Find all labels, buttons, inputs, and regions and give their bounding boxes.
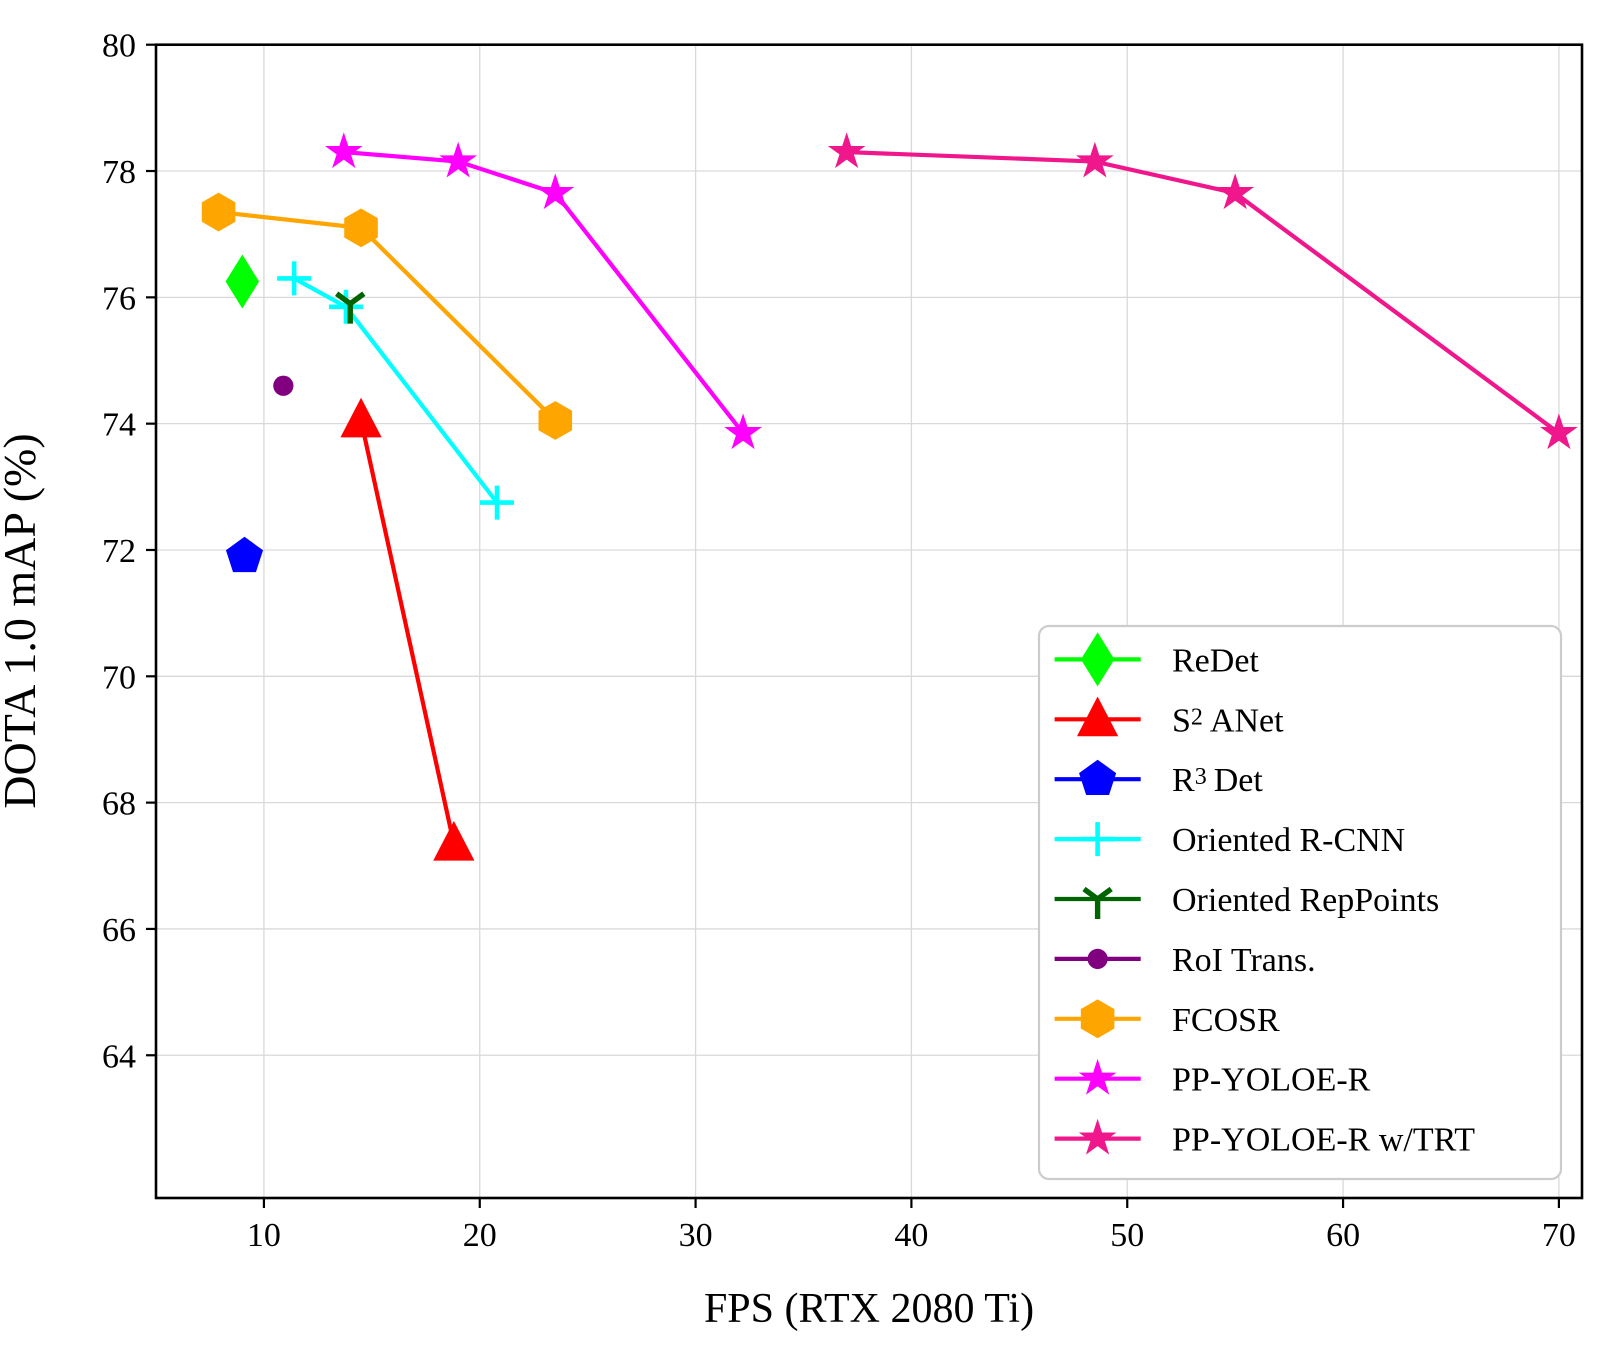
svg-text:FCOSR: FCOSR: [1172, 1002, 1280, 1039]
svg-text:10: 10: [247, 1217, 281, 1254]
svg-text:74: 74: [102, 407, 136, 444]
svg-text:72: 72: [102, 533, 136, 570]
svg-text:PP-YOLOE-R w/TRT: PP-YOLOE-R w/TRT: [1172, 1122, 1475, 1159]
svg-text:64: 64: [102, 1038, 136, 1075]
svg-text:50: 50: [1110, 1217, 1144, 1254]
svg-text:60: 60: [1326, 1217, 1360, 1254]
svg-text:FPS (RTX 2080 Ti): FPS (RTX 2080 Ti): [704, 1286, 1034, 1332]
svg-text:Oriented RepPoints: Oriented RepPoints: [1172, 882, 1439, 919]
svg-text:Oriented R-CNN: Oriented R-CNN: [1172, 822, 1405, 859]
svg-text:70: 70: [102, 659, 136, 696]
svg-text:20: 20: [463, 1217, 497, 1254]
svg-text:ReDet: ReDet: [1172, 642, 1259, 679]
svg-text:78: 78: [102, 154, 136, 191]
svg-text:RoI Trans.: RoI Trans.: [1172, 942, 1316, 979]
svg-text:76: 76: [102, 280, 136, 317]
svg-text:30: 30: [679, 1217, 713, 1254]
svg-text:PP-YOLOE-R: PP-YOLOE-R: [1172, 1062, 1371, 1099]
svg-text:68: 68: [102, 786, 136, 823]
svg-text:80: 80: [102, 28, 136, 65]
svg-text:70: 70: [1542, 1217, 1576, 1254]
svg-text:DOTA 1.0 mAP (%): DOTA 1.0 mAP (%): [0, 433, 45, 808]
svg-text:66: 66: [102, 912, 136, 949]
svg-text:40: 40: [894, 1217, 928, 1254]
